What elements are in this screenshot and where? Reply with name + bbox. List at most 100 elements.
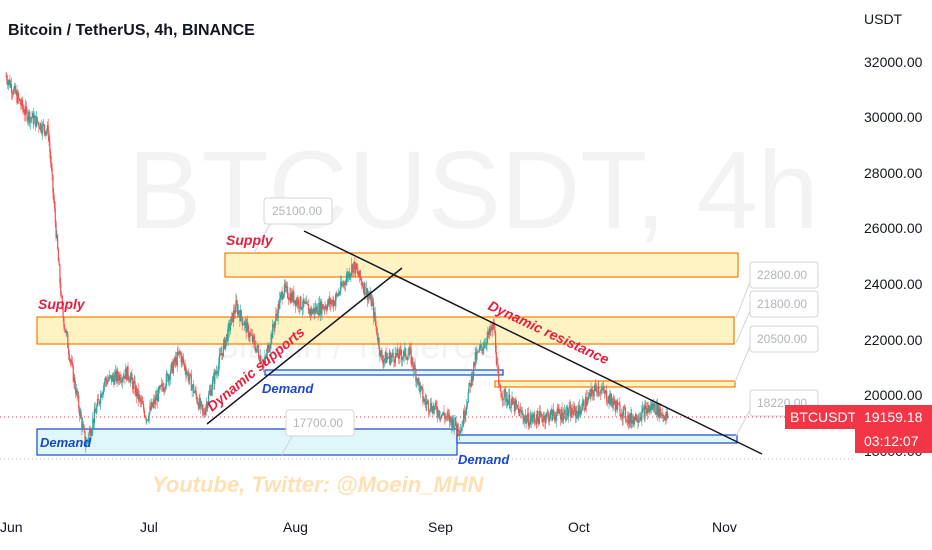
candle-body [340,281,343,286]
candle-body [321,304,323,314]
candle-body [338,292,340,294]
candle-body [7,81,9,85]
candle-body [340,281,342,292]
candle-body [71,361,74,366]
candle-body [171,362,173,365]
candle-body [296,299,298,305]
candle-body [495,332,497,352]
candle-body [303,298,305,304]
candle-body [554,415,556,419]
candle-body [60,283,62,296]
candle-body [6,80,9,85]
candle-body [411,357,413,364]
candle-body [498,384,501,386]
candle-body [161,383,164,388]
candle-body [542,418,544,422]
candle-body [636,421,638,422]
candle-body [187,372,189,381]
candle-body [565,418,567,420]
candle-body [295,299,297,306]
candle-body [524,416,526,419]
candle-body [142,403,144,405]
candle-body [400,350,402,356]
candle-body [494,326,496,333]
candle-body [587,396,589,403]
candle-body [570,406,572,418]
candle-body [288,299,290,301]
candle-body [520,409,523,414]
candle-body [354,261,356,274]
candle-body [585,396,587,406]
candle-body [56,234,58,238]
candle-body [82,424,85,427]
candle-body [262,362,264,366]
candle-body [375,321,377,327]
candle-body [577,405,580,418]
candle-body [304,302,307,304]
candle-body [430,402,433,411]
candle-body [423,399,426,403]
candle-body [123,375,125,379]
candle-body [473,361,476,366]
candle-body [124,375,126,379]
candle-body [528,425,530,427]
candle-body [405,357,408,359]
candle-body [551,409,553,421]
candle-body [140,400,142,402]
candle-body [591,388,593,390]
candle-body [100,393,103,398]
candle-body [546,413,548,415]
candle-body [665,412,667,416]
candle-body [643,407,645,419]
candle-body [588,392,591,396]
candle-body [324,306,326,309]
candle-body [297,299,299,305]
candle-body [518,409,520,416]
candle-body [220,353,222,356]
watermark-main: BTCUSDT, 4h [128,129,819,252]
candle-body [666,412,668,418]
candle-body [11,92,13,94]
candle-body [505,392,507,402]
candle-body [132,382,135,390]
candle-body [179,351,181,353]
candle-body [440,417,442,419]
candle-body [372,300,374,303]
candle-body [67,347,70,354]
candle-body [59,265,61,284]
candle-body [207,402,209,409]
candle-body [407,355,409,360]
candle-body [120,380,122,382]
candle-body [130,373,132,378]
candlestick-series [5,71,669,453]
candle-body [283,284,286,295]
candle-body [456,423,458,429]
candle-body [391,352,393,356]
candle-body [523,418,526,422]
candle-body [434,402,436,407]
candle-body [557,407,559,410]
candle-body [257,345,259,351]
candle-body [598,386,600,394]
candle-body [432,405,434,414]
candle-body [218,354,221,364]
candle-body [448,414,451,423]
candle-body [607,402,609,404]
candle-body [94,408,96,413]
candle-body [595,386,598,392]
candle-body [505,398,508,402]
candle-body [74,377,76,388]
candle-body [17,93,19,103]
candle-body [438,410,440,418]
candle-body [182,356,184,359]
candle-body [91,429,93,434]
candle-body [107,380,109,384]
candle-body [387,357,390,359]
candle-body [365,293,367,295]
candle-body [436,406,438,414]
candle-body [171,362,174,374]
candle-body [238,310,240,315]
candle-body [366,288,368,301]
candle-body [26,109,28,121]
